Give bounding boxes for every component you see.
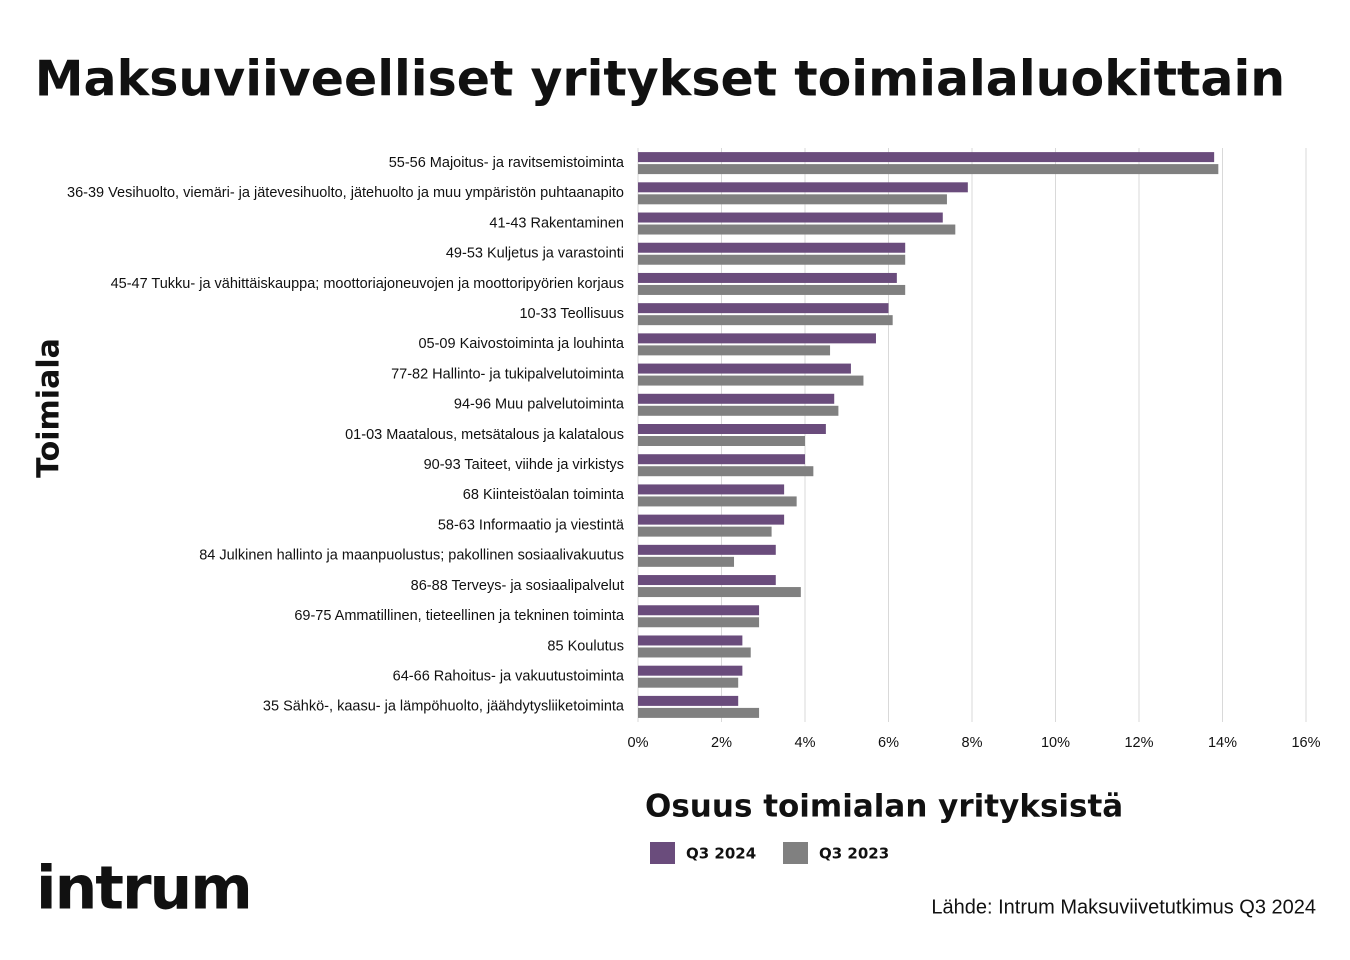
x-tick-label: 8%: [962, 735, 983, 751]
bar: [638, 345, 831, 356]
x-tick-label: 0%: [628, 735, 649, 751]
bar: [638, 363, 851, 374]
bar: [638, 254, 906, 265]
bar: [638, 617, 760, 628]
y-tick-label: 01-03 Maatalous, metsätalous ja kalatalo…: [345, 427, 624, 443]
bar: [638, 544, 776, 555]
x-tick-label: 4%: [795, 735, 816, 751]
y-tick-label: 41-43 Rakentaminen: [489, 215, 624, 231]
x-axis-label: Osuus toimialan yrityksistä: [645, 789, 1123, 825]
bar: [638, 164, 1219, 175]
bar: [638, 496, 797, 507]
y-tick-label: 77-82 Hallinto- ja tukipalvelutoiminta: [391, 366, 625, 382]
y-tick-label: 68 Kiinteistöalan toiminta: [463, 487, 625, 503]
bar: [638, 375, 864, 386]
bar: [638, 677, 739, 688]
bar: [638, 695, 739, 706]
bar: [638, 665, 743, 676]
bar: [638, 242, 906, 253]
y-tick-label: 55-56 Majoitus- ja ravitsemistoiminta: [389, 155, 625, 171]
bar: [638, 194, 947, 205]
bar: [638, 484, 785, 495]
legend-label: Q3 2023: [819, 845, 889, 863]
y-tick-label: 69-75 Ammatillinen, tieteellinen ja tekn…: [294, 608, 625, 624]
bar: [638, 575, 776, 586]
bar: [638, 647, 751, 658]
bar: [638, 212, 943, 223]
y-tick-label: 49-53 Kuljetus ja varastointi: [446, 246, 624, 262]
y-tick-label: 05-09 Kaivostoiminta ja louhinta: [418, 336, 624, 352]
bar: [638, 436, 805, 446]
logo: intrum: [36, 854, 251, 924]
bar: [638, 315, 893, 326]
y-axis-label: Toimiala: [32, 338, 67, 478]
y-tick-label: 36-39 Vesihuolto, viemäri- ja jätevesihu…: [67, 185, 624, 201]
x-tick-label: 6%: [878, 735, 899, 751]
bar: [638, 635, 743, 646]
bar: [638, 587, 801, 598]
bar: [638, 526, 772, 537]
x-tick-label: 14%: [1208, 735, 1237, 751]
chart-title: Maksuviiveelliset yritykset toimialaluok…: [35, 51, 1285, 108]
bar: [638, 272, 897, 283]
y-tick-label: 45-47 Tukku- ja vähittäiskauppa; moottor…: [111, 276, 624, 292]
bar: [638, 405, 839, 416]
bar: [638, 393, 835, 404]
y-tick-label: 86-88 Terveys- ja sosiaalipalvelut: [411, 578, 624, 594]
x-tick-label: 2%: [711, 735, 732, 751]
y-tick-label: 94-96 Muu palvelutoiminta: [454, 397, 625, 413]
bar: [638, 556, 735, 567]
bar: [638, 182, 968, 193]
source: Lähde: Intrum Maksuviivetutkimus Q3 2024: [931, 896, 1316, 918]
y-tick-label: 64-66 Rahoitus- ja vakuutustoiminta: [393, 669, 625, 685]
y-tick-label: 35 Sähkö-, kaasu- ja lämpöhuolto, jäähdy…: [263, 699, 625, 715]
legend-label: Q3 2024: [686, 845, 756, 863]
bar: [638, 284, 906, 295]
y-tick-label: 58-63 Informaatio ja viestintä: [438, 517, 625, 533]
bar: [638, 466, 814, 477]
y-tick-label: 84 Julkinen hallinto ja maanpuolustus; p…: [199, 548, 624, 564]
y-tick-label: 90-93 Taiteet, viihde ja virkistys: [424, 457, 624, 473]
bar: [638, 152, 1215, 163]
x-tick-label: 10%: [1041, 735, 1070, 751]
y-tick-label: 85 Koulutus: [547, 638, 624, 654]
bar: [638, 514, 785, 525]
y-tick-label: 10-33 Teollisuus: [519, 306, 624, 322]
bar: [638, 224, 956, 235]
bar: [638, 454, 805, 465]
bar: [638, 707, 760, 718]
bar: [638, 424, 826, 434]
x-tick-label: 16%: [1291, 735, 1320, 751]
legend-swatch: [783, 842, 808, 864]
bar: [638, 303, 889, 314]
bar: [638, 605, 760, 616]
bar: [638, 333, 876, 344]
x-tick-label: 12%: [1124, 735, 1153, 751]
legend-swatch: [650, 842, 675, 864]
